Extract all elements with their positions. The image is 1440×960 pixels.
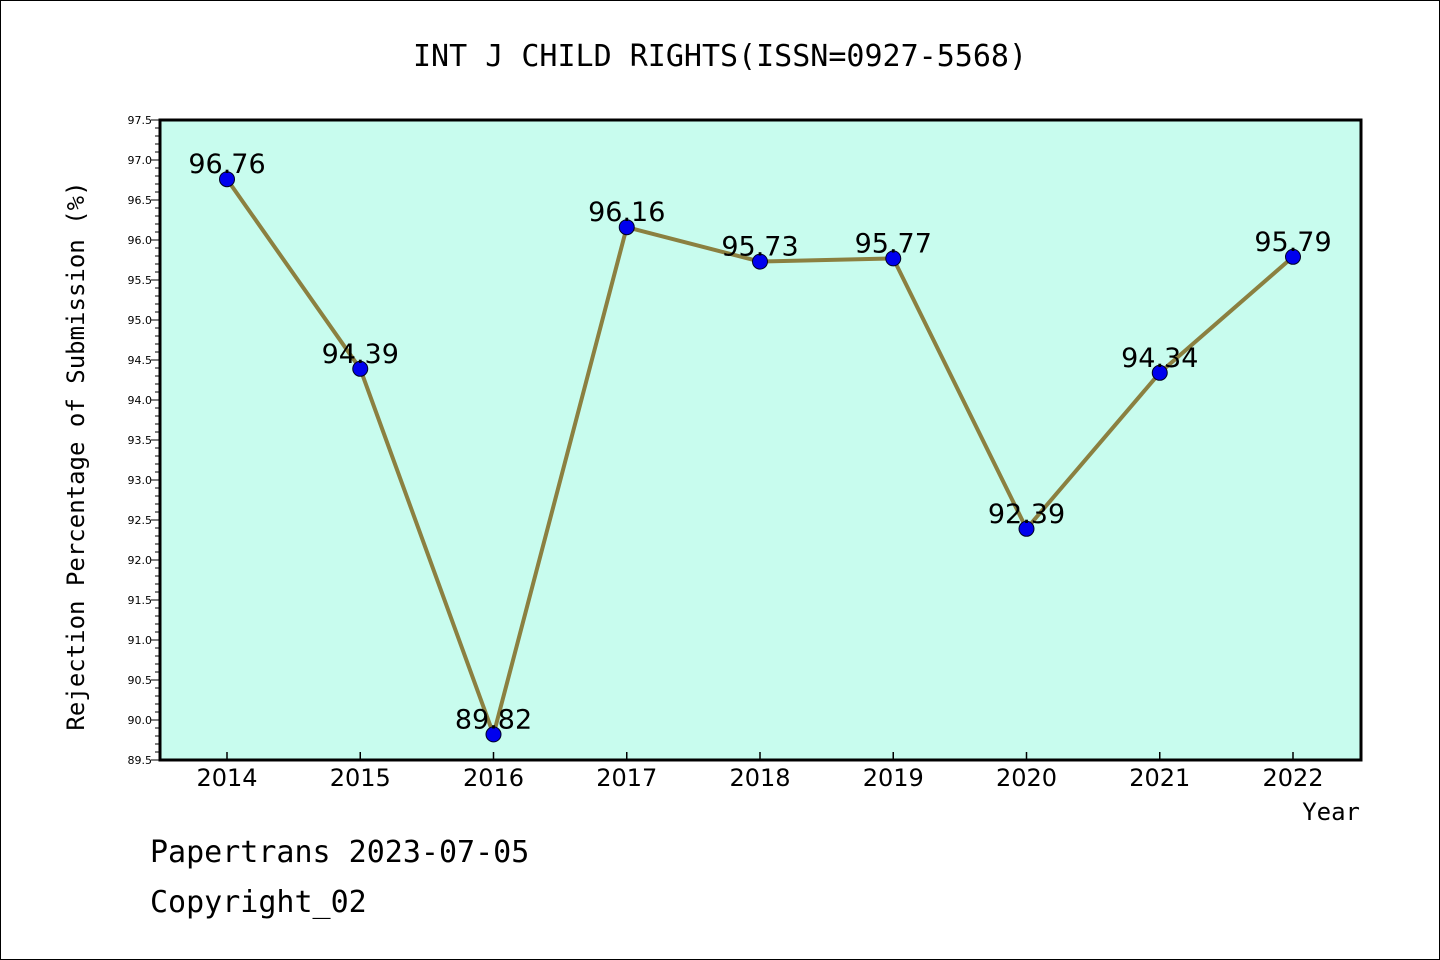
x-tick-label: 2020 xyxy=(996,764,1057,792)
data-label: 96.16 xyxy=(588,197,665,228)
data-point xyxy=(485,726,502,743)
data-point xyxy=(1285,248,1301,265)
data-point xyxy=(219,171,235,188)
data-point xyxy=(1018,520,1035,537)
y-tick-label: 91.5 xyxy=(128,594,153,607)
y-tick-label: 90.0 xyxy=(128,714,153,727)
data-label: 94.39 xyxy=(322,339,399,370)
y-tick-label: 95.0 xyxy=(128,314,153,327)
data-label: 94.34 xyxy=(1121,343,1198,374)
data-markers xyxy=(219,171,1301,743)
y-tick-label: 96.5 xyxy=(128,194,153,207)
data-label: 95.77 xyxy=(855,228,932,259)
y-tick-label: 96.0 xyxy=(128,234,153,247)
x-tick-label: 2014 xyxy=(196,764,257,792)
x-axis-label: Year xyxy=(1302,798,1360,826)
data-point xyxy=(1151,364,1168,381)
y-tick-label: 94.0 xyxy=(128,394,153,407)
y-tick-label: 97.0 xyxy=(128,154,153,167)
plot-border xyxy=(158,118,1363,762)
y-tick-label: 89.5 xyxy=(128,754,153,767)
y-tick-label: 91.0 xyxy=(128,634,153,647)
data-labels: 96.76 94.39 89.82 96.16 95.73 95.77 92.39 94.34… xyxy=(188,149,1331,735)
x-tick-label: 2015 xyxy=(330,764,391,792)
footer-date-line: Papertrans 2023-07-05 xyxy=(150,835,530,870)
y-axis-ticks: 89.5 90.0 90.5 91.0 91.5 92.0 92.5 93.0 93.5 94.0… xyxy=(128,114,160,767)
data-label: 92.39 xyxy=(988,499,1065,530)
y-tick-label: 92.5 xyxy=(128,514,153,527)
y-tick-label: 97.5 xyxy=(128,114,153,127)
x-tick-label: 2017 xyxy=(596,764,657,792)
data-label: 96.76 xyxy=(188,149,265,180)
y-tick-label: 93.0 xyxy=(128,474,153,487)
data-label: 89.82 xyxy=(455,704,532,735)
y-tick-label: 95.5 xyxy=(128,274,153,287)
x-tick-label: 2019 xyxy=(863,764,924,792)
x-tick-label: 2022 xyxy=(1262,764,1323,792)
y-tick-label: 90.5 xyxy=(128,674,153,687)
y-axis-label: Rejection Percentage of Submission (%) xyxy=(62,181,90,730)
x-tick-label: 2021 xyxy=(1129,764,1190,792)
x-axis-ticks: 2014 2015 2016 2017 2018 2019 2020 2021 2022 xyxy=(196,752,1324,792)
data-label: 95.73 xyxy=(721,232,798,263)
data-point xyxy=(752,253,768,270)
chart-title: INT J CHILD RIGHTS(ISSN=0927-5568) xyxy=(413,39,1027,74)
x-tick-label: 2018 xyxy=(729,764,790,792)
data-point xyxy=(885,250,902,267)
y-tick-label: 92.0 xyxy=(128,554,153,567)
data-point xyxy=(618,219,635,236)
data-label: 95.79 xyxy=(1254,227,1331,258)
data-point xyxy=(352,360,369,377)
y-tick-label: 93.5 xyxy=(128,434,153,447)
x-tick-label: 2016 xyxy=(463,764,524,792)
footer-copyright-line: Copyright_02 xyxy=(150,885,367,920)
y-tick-label: 94.5 xyxy=(128,354,153,367)
plot-area xyxy=(160,120,1361,760)
